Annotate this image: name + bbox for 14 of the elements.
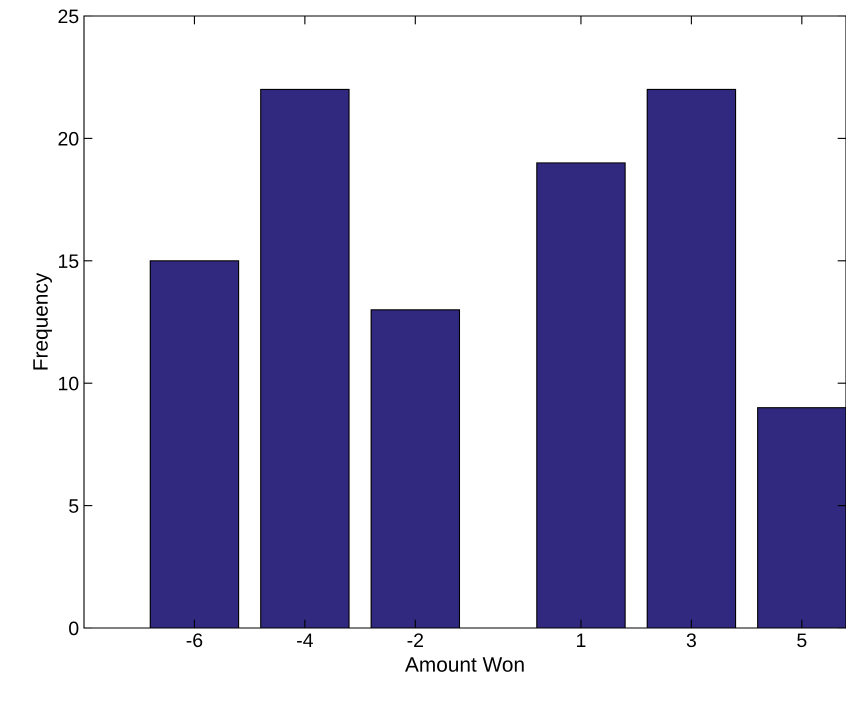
x-tick-label: 3 bbox=[686, 633, 696, 648]
x-tick-label: 1 bbox=[577, 634, 586, 647]
y-tick-label: 20 bbox=[58, 132, 78, 146]
x-axis-title: Amount Won bbox=[405, 657, 524, 672]
x-tick-label: -6 bbox=[186, 633, 202, 648]
y-axis-title: Frequency bbox=[33, 272, 52, 370]
y-tick-label: 15 bbox=[58, 254, 78, 268]
y-tick-label: 10 bbox=[58, 376, 78, 390]
y-tick-label: 5 bbox=[69, 499, 78, 513]
x-tick-label: 5 bbox=[797, 634, 806, 648]
x-tick-label: -4 bbox=[297, 634, 313, 647]
y-tick-label: 0 bbox=[69, 621, 78, 636]
x-tick-label: -2 bbox=[408, 633, 423, 647]
y-tick-label: 25 bbox=[58, 9, 78, 24]
